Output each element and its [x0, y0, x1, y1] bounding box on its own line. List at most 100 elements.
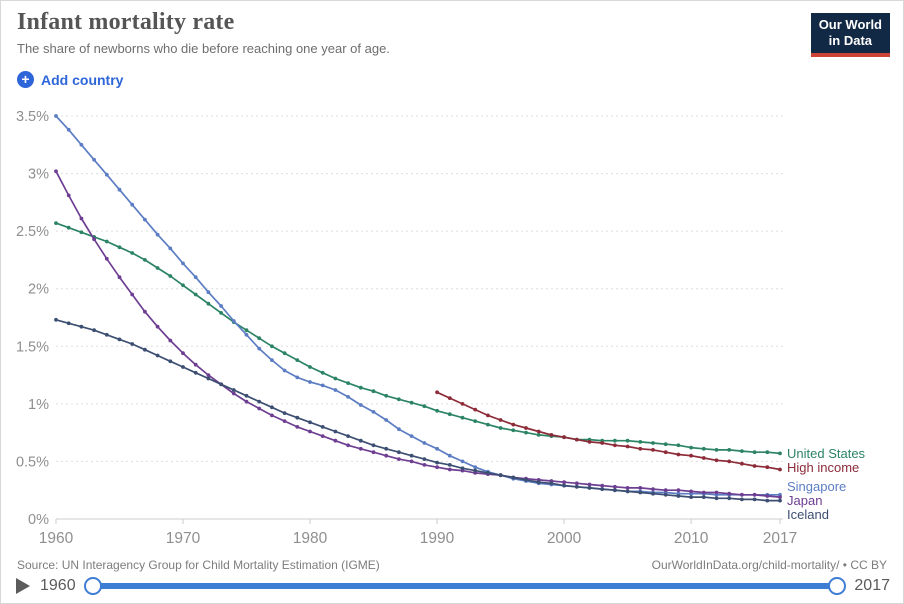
series-point-iceland: [244, 393, 249, 398]
series-point-japan: [371, 450, 376, 455]
series-point-singapore: [282, 368, 287, 373]
series-point-iceland: [663, 492, 668, 497]
series-point-united-states: [435, 408, 439, 413]
y-tick-label: 1.5%: [16, 339, 49, 355]
series-point-united-states: [447, 412, 452, 417]
series-point-japan: [701, 490, 706, 495]
series-point-japan: [651, 487, 655, 491]
series-point-singapore: [422, 441, 427, 445]
add-country-label: Add country: [41, 71, 124, 88]
series-point-japan: [435, 465, 439, 470]
series-point-japan: [104, 256, 109, 261]
series-point-singapore: [168, 246, 173, 251]
timeline-handle-start[interactable]: [83, 577, 102, 595]
add-country-button[interactable]: + Add country: [17, 71, 123, 88]
series-point-iceland: [536, 480, 541, 485]
series-point-iceland: [740, 497, 744, 502]
series-point-japan: [397, 457, 401, 461]
series-point-japan: [358, 446, 363, 451]
series-point-united-states: [117, 245, 122, 250]
series-point-japan: [765, 494, 770, 498]
series-point-united-states: [765, 450, 770, 455]
source-note: Source: UN Interagency Group for Child M…: [17, 558, 380, 572]
series-point-iceland: [54, 317, 58, 322]
series-point-japan: [663, 488, 668, 493]
series-point-iceland: [549, 481, 554, 486]
x-tick-label: 2017: [763, 530, 797, 547]
series-point-united-states: [168, 274, 173, 278]
series-point-united-states: [270, 344, 274, 349]
series-point-japan: [181, 351, 185, 356]
series-point-singapore: [130, 202, 135, 207]
timeline-start-year: 1960: [40, 577, 76, 594]
series-point-singapore: [473, 465, 478, 470]
series-point-high-income: [536, 429, 541, 434]
series-point-united-states: [181, 283, 185, 288]
series-point-united-states: [282, 351, 287, 356]
series-point-iceland: [409, 453, 414, 458]
series-point-high-income: [701, 456, 706, 460]
legend-label-iceland[interactable]: Iceland: [787, 507, 829, 522]
series-point-iceland: [473, 468, 478, 473]
series-point-united-states: [663, 442, 668, 447]
series-point-japan: [270, 413, 274, 418]
series-point-singapore: [79, 142, 84, 147]
series-point-united-states: [206, 301, 211, 306]
y-tick-label: 1%: [28, 397, 49, 413]
series-point-united-states: [473, 419, 478, 423]
series-point-japan: [574, 481, 579, 486]
series-point-japan: [257, 406, 262, 411]
owid-logo[interactable]: Our World in Data: [810, 13, 890, 57]
series-line-japan[interactable]: [55, 170, 781, 498]
series-point-japan: [727, 491, 732, 496]
series-point-singapore: [358, 403, 363, 407]
series-point-united-states: [143, 258, 147, 262]
series-point-iceland: [206, 376, 211, 381]
series-point-singapore: [193, 275, 198, 280]
data-source-link[interactable]: OurWorldInData.org/child-mortality/ • CC…: [651, 558, 887, 572]
series-point-japan: [295, 425, 300, 429]
series-point-iceland: [397, 450, 401, 455]
series-point-japan: [384, 453, 389, 458]
series-line-high-income[interactable]: [436, 391, 781, 471]
y-tick-label: 3.5%: [16, 109, 49, 125]
series-point-iceland: [765, 498, 770, 503]
series-point-high-income: [460, 402, 465, 406]
series-point-iceland: [562, 483, 566, 488]
x-tick-label: 2000: [547, 530, 582, 547]
series-point-iceland: [181, 365, 185, 369]
legend-label-high-income[interactable]: High income: [787, 460, 859, 475]
series-point-high-income: [638, 446, 643, 451]
series-point-high-income: [752, 464, 757, 468]
series-point-iceland: [714, 496, 719, 501]
series-point-iceland: [333, 429, 338, 434]
series-point-high-income: [486, 413, 490, 418]
series-point-united-states: [498, 426, 503, 430]
series-point-iceland: [600, 487, 605, 491]
series-point-iceland: [104, 332, 109, 337]
timeline-track[interactable]: [91, 583, 839, 589]
series-point-singapore: [143, 217, 147, 222]
series-point-singapore: [231, 319, 236, 323]
timeline-handle-end[interactable]: [828, 577, 847, 595]
series-point-singapore: [155, 232, 160, 237]
series-point-iceland: [689, 495, 693, 499]
series-point-iceland: [295, 415, 300, 420]
series-line-iceland[interactable]: [55, 318, 780, 502]
series-point-iceland: [231, 388, 236, 392]
series-point-high-income: [498, 418, 503, 422]
series-point-united-states: [689, 445, 693, 450]
series-point-united-states: [320, 370, 325, 375]
series-point-united-states: [714, 448, 719, 452]
series-line-united-states[interactable]: [55, 222, 781, 455]
legend-label-japan[interactable]: Japan: [787, 493, 822, 508]
y-tick-label: 3%: [28, 167, 49, 183]
legend-label-united-states[interactable]: United States: [787, 446, 866, 461]
series-point-iceland: [193, 370, 198, 375]
play-icon[interactable]: [16, 578, 30, 594]
series-point-united-states: [333, 376, 338, 381]
legend-label-singapore[interactable]: Singapore: [787, 479, 846, 494]
series-point-united-states: [193, 292, 198, 297]
series-line-singapore[interactable]: [55, 115, 780, 496]
